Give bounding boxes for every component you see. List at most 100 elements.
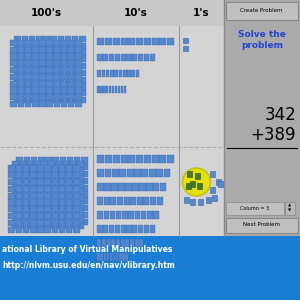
Bar xyxy=(23,178,30,184)
Bar xyxy=(12,202,19,208)
Bar xyxy=(27,223,33,229)
Bar xyxy=(34,216,40,222)
Bar xyxy=(16,178,23,184)
Bar xyxy=(8,226,15,233)
Bar xyxy=(142,169,148,177)
Bar xyxy=(52,212,59,218)
Bar xyxy=(12,168,19,174)
Bar xyxy=(81,164,88,170)
Bar xyxy=(29,90,35,96)
Bar xyxy=(68,67,74,73)
Bar xyxy=(20,182,26,188)
Bar xyxy=(61,87,67,94)
Bar xyxy=(17,46,24,53)
Bar xyxy=(61,94,67,101)
Bar xyxy=(65,83,71,90)
Bar xyxy=(106,86,109,93)
Bar xyxy=(38,205,44,211)
Bar xyxy=(48,195,55,202)
Bar xyxy=(17,74,24,80)
Bar xyxy=(31,198,37,204)
Bar xyxy=(109,86,111,93)
Bar xyxy=(65,56,71,62)
Bar xyxy=(59,213,65,219)
Bar xyxy=(30,172,37,178)
Bar xyxy=(44,226,51,233)
Bar xyxy=(74,164,80,170)
Bar xyxy=(66,186,73,192)
Bar xyxy=(121,54,126,61)
Bar xyxy=(121,225,126,233)
Bar xyxy=(50,83,57,90)
Bar xyxy=(32,46,38,53)
Bar xyxy=(77,223,84,229)
Bar xyxy=(132,225,137,233)
Bar xyxy=(77,202,84,208)
Bar xyxy=(74,191,80,197)
Bar xyxy=(41,216,48,222)
Bar xyxy=(212,195,217,201)
Bar xyxy=(23,164,30,170)
Bar xyxy=(72,63,79,69)
Bar xyxy=(38,212,44,218)
Bar xyxy=(59,172,65,178)
Bar xyxy=(45,157,52,164)
Bar xyxy=(167,155,174,163)
Bar xyxy=(50,97,57,103)
Bar xyxy=(32,81,38,87)
Bar xyxy=(52,220,58,226)
Bar xyxy=(14,97,21,103)
Bar xyxy=(50,50,57,56)
Bar xyxy=(36,63,43,69)
Bar xyxy=(136,70,139,77)
Bar xyxy=(10,67,17,73)
Bar xyxy=(44,165,51,172)
Bar xyxy=(38,198,44,204)
Bar xyxy=(65,90,71,96)
Bar xyxy=(59,205,66,211)
Bar xyxy=(25,67,31,73)
Bar xyxy=(12,182,19,188)
Bar xyxy=(109,225,114,233)
Bar xyxy=(61,40,67,46)
Bar xyxy=(81,212,88,218)
Bar xyxy=(46,94,53,101)
Bar xyxy=(59,199,65,206)
Bar xyxy=(39,81,46,87)
Bar xyxy=(8,206,15,212)
Bar xyxy=(32,67,38,73)
Bar xyxy=(70,168,76,174)
Bar xyxy=(73,199,80,206)
Bar xyxy=(79,76,86,83)
Bar xyxy=(74,171,80,177)
Bar xyxy=(10,87,17,94)
Bar xyxy=(138,54,143,61)
Bar xyxy=(20,188,26,195)
Bar xyxy=(46,46,53,53)
Bar xyxy=(52,186,58,192)
Bar xyxy=(52,157,59,164)
Bar xyxy=(52,206,58,212)
Bar xyxy=(16,198,23,204)
Bar xyxy=(56,202,62,208)
Bar xyxy=(34,182,40,188)
Bar xyxy=(116,239,120,247)
Bar xyxy=(75,53,82,60)
Bar xyxy=(52,205,59,211)
Text: 342: 342 xyxy=(264,106,296,124)
Bar xyxy=(52,199,58,206)
Bar xyxy=(0,26,224,236)
Bar xyxy=(39,60,46,66)
Bar xyxy=(63,175,69,181)
Bar xyxy=(118,183,124,191)
Bar xyxy=(103,253,106,261)
Bar xyxy=(104,197,110,205)
Bar xyxy=(67,171,73,177)
Bar xyxy=(10,81,17,87)
Bar xyxy=(74,198,80,204)
Bar xyxy=(23,157,30,164)
Bar xyxy=(102,239,106,247)
Bar xyxy=(44,220,51,226)
Bar xyxy=(79,63,86,69)
Bar xyxy=(63,216,69,222)
